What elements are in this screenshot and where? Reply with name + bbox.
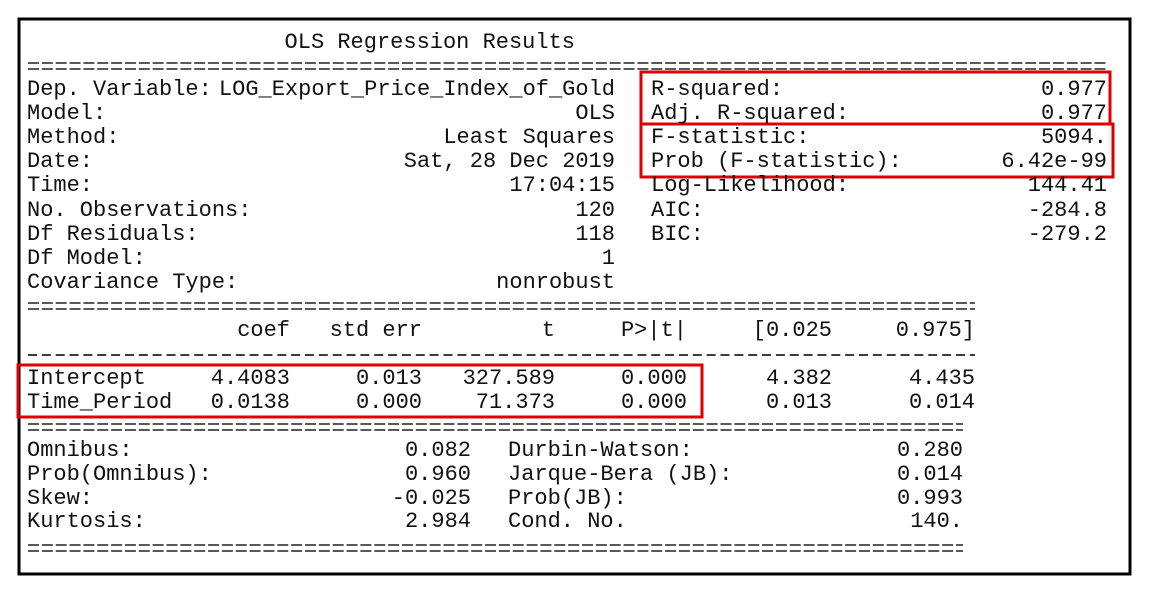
column-header: [0.025 [752, 318, 832, 343]
row-label: Intercept [27, 366, 146, 391]
column-header: t [541, 318, 555, 343]
cell: 0.0138 [210, 390, 290, 415]
value: 1 [601, 245, 615, 271]
label: Cond. No. [508, 509, 627, 535]
label: Jarque-Bera (JB): [508, 461, 733, 487]
cell: 0.000 [355, 390, 422, 415]
value: LOG_Export_Price_Index_of_Gold [218, 77, 615, 102]
cell: 327.589 [462, 366, 555, 391]
rules [28, 62, 1107, 552]
value: 6.42e-99 [1001, 149, 1107, 175]
title: OLS Regression Results [284, 30, 575, 55]
value: -279.2 [1027, 221, 1107, 247]
label: Adj. R-squared: [651, 101, 850, 127]
label: Method: [27, 125, 120, 151]
label: Df Residuals: [27, 221, 199, 247]
label: Model: [27, 101, 107, 127]
value: Sat, 28 Dec 2019 [403, 149, 615, 175]
cell: 0.014 [908, 390, 975, 415]
column-header: std err [329, 318, 422, 343]
value: 0.993 [896, 485, 963, 511]
label: Df Model: [27, 245, 146, 271]
label: Prob (F-statistic): [651, 149, 902, 175]
column-header: P>|t| [620, 318, 687, 343]
label: Dep. Variable: [27, 77, 212, 102]
label: Prob(JB): [508, 485, 627, 511]
value: -0.025 [391, 485, 471, 511]
label: AIC: [651, 197, 704, 223]
highlight-box [639, 122, 1115, 179]
frame [17, 17, 1132, 576]
value: OLS [575, 101, 615, 127]
label: Omnibus: [27, 438, 133, 463]
value: 0.977 [1040, 101, 1107, 127]
value: 0.014 [896, 461, 963, 487]
label: Covariance Type: [27, 269, 239, 295]
label: Time: [27, 173, 94, 199]
value: 0.280 [896, 438, 963, 463]
value: 144.41 [1027, 173, 1107, 199]
value: 118 [575, 221, 615, 247]
cell: 0.013 [765, 390, 832, 415]
cell: 4.4083 [210, 366, 290, 391]
label: Kurtosis: [27, 509, 146, 535]
column-header: 0.975] [895, 318, 975, 343]
value: 0.082 [404, 438, 471, 463]
value: 2.984 [404, 509, 471, 535]
cell: 71.373 [475, 390, 555, 415]
row-label: Time_Period [27, 390, 173, 415]
value: nonrobust [496, 269, 615, 295]
label: R-squared: [651, 77, 784, 102]
cell: 4.435 [908, 366, 975, 391]
cell: 4.382 [765, 366, 832, 391]
value: Least Squares [443, 125, 615, 151]
column-header: coef [237, 318, 290, 343]
cell: 0.000 [620, 366, 687, 391]
value: 0.977 [1040, 77, 1107, 102]
label: Date: [27, 149, 94, 175]
value: 140. [910, 509, 963, 535]
label: Prob(Omnibus): [27, 461, 212, 487]
highlight-box [16, 363, 704, 419]
cell: 0.013 [355, 366, 422, 391]
value: 17:04:15 [509, 173, 615, 199]
value: 0.960 [404, 461, 471, 487]
label: BIC: [651, 221, 704, 247]
label: Log-Likelihood: [651, 173, 850, 199]
cell: 0.000 [620, 390, 687, 415]
label: Durbin-Watson: [508, 438, 693, 463]
label: No. Observations: [27, 197, 252, 223]
label: Skew: [27, 485, 94, 511]
value: 5094. [1040, 125, 1107, 151]
value: 120 [575, 197, 615, 223]
label: F-statistic: [651, 125, 810, 151]
value: -284.8 [1027, 197, 1107, 223]
